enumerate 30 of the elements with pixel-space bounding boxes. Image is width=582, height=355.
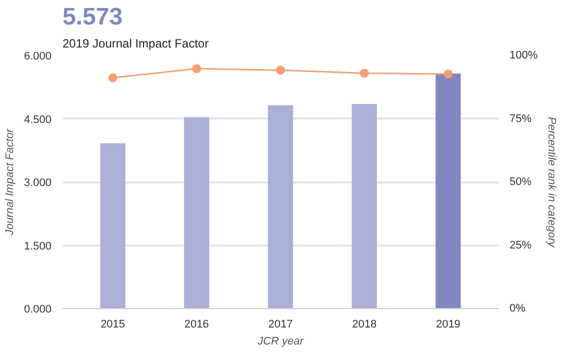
- bar: [184, 117, 210, 308]
- y-tick-label: 4.500: [24, 114, 52, 126]
- point: [108, 73, 118, 82]
- x-tick-label: 2019: [436, 318, 460, 330]
- y-tick-label: 1.500: [24, 240, 52, 252]
- y-axis-title: Journal Impact Factor: [4, 127, 16, 236]
- x-tick-label: 2018: [352, 318, 377, 330]
- point: [444, 69, 453, 78]
- y-tick-label: 6.000: [24, 50, 52, 62]
- chart-subtitle: 2019 Journal Impact Factor: [62, 36, 209, 50]
- y2-tick-label: 0%: [510, 302, 526, 314]
- point: [360, 68, 369, 78]
- bar: [352, 104, 377, 308]
- point: [192, 64, 202, 74]
- x-tick-label: 2015: [100, 318, 126, 330]
- y2-axis-title: Percentile rank in category: [546, 116, 558, 249]
- chart-title: 5.573: [62, 4, 123, 30]
- bar: [268, 105, 294, 308]
- y2-tick-label: 75%: [510, 112, 532, 125]
- y2-tick-label: 50%: [510, 176, 532, 188]
- bar: [100, 143, 126, 308]
- y2-tick-label: 25%: [510, 239, 532, 252]
- x-tick-label: 2016: [184, 318, 209, 330]
- y-tick-label: 3.000: [24, 177, 52, 189]
- x-tick-label: 2017: [268, 318, 293, 330]
- point: [276, 66, 285, 75]
- x-axis-title: JCR year: [256, 336, 305, 348]
- y2-tick-label: 100%: [510, 50, 538, 62]
- bar: [436, 74, 461, 308]
- y-tick-label: 0.000: [24, 304, 52, 316]
